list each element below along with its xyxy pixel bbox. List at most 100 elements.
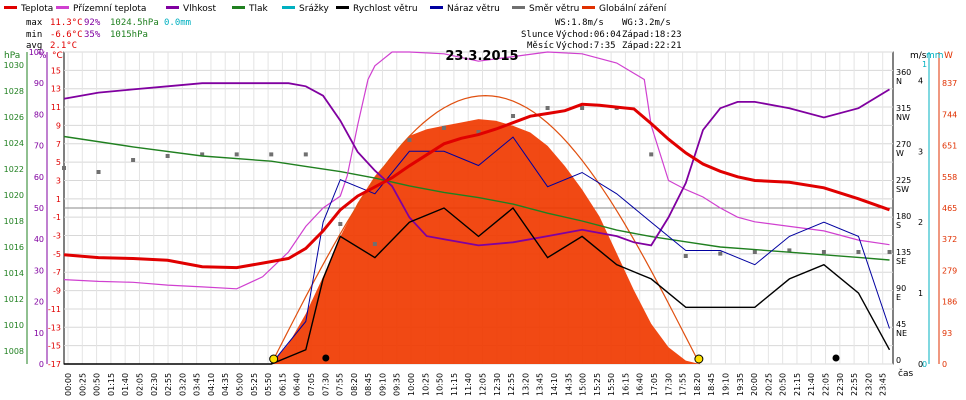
x-tick-label: 07:05 bbox=[307, 373, 316, 396]
wind-direction-point bbox=[441, 126, 446, 130]
hum-tick-label: 60 bbox=[34, 173, 44, 182]
rad-tick-label: 651 bbox=[942, 142, 957, 151]
stat-value: 1015hPa bbox=[110, 30, 148, 40]
rad-tick-label: 465 bbox=[942, 204, 957, 213]
rad-tick-label: 279 bbox=[942, 266, 957, 275]
chart-title: 23.3.2015 bbox=[445, 49, 518, 64]
x-tick-label: 00:50 bbox=[93, 373, 102, 396]
legend-label: Náraz větru bbox=[447, 4, 500, 14]
wind-direction-point bbox=[821, 250, 826, 254]
press-tick-label: 1030 bbox=[4, 61, 24, 70]
wind-direction-point bbox=[545, 106, 550, 110]
stat-value: avg bbox=[26, 41, 42, 51]
hum-tick-label: 0 bbox=[39, 360, 44, 369]
moonrise-icon bbox=[322, 354, 330, 362]
dir-tick-label: 180 bbox=[896, 212, 911, 221]
legend-swatch bbox=[56, 6, 69, 9]
press-tick-label: 1016 bbox=[4, 243, 24, 252]
rad-tick-label: 372 bbox=[942, 235, 957, 244]
unit-w: W bbox=[944, 51, 953, 61]
wind-direction-point bbox=[165, 154, 170, 158]
radiation-theoretical-line bbox=[270, 94, 701, 365]
x-tick-label: 04:35 bbox=[221, 373, 230, 396]
press-tick-label: 1008 bbox=[4, 347, 24, 356]
stat-value: Západ:22:21 bbox=[622, 41, 682, 51]
x-tick-label: 13:20 bbox=[521, 373, 530, 396]
temp-tick-label: -11 bbox=[48, 305, 61, 314]
stat-value: Západ:18:23 bbox=[622, 30, 682, 40]
wind-direction-point bbox=[200, 152, 205, 157]
rad-tick-label: 837 bbox=[942, 79, 957, 88]
x-tick-label: 19:35 bbox=[736, 373, 745, 396]
temp-tick-label: 11 bbox=[51, 103, 61, 112]
dir-tick-label: NE bbox=[896, 329, 907, 338]
dir-tick-label: 270 bbox=[896, 140, 911, 149]
press-tick-label: 1014 bbox=[4, 269, 24, 278]
x-tick-label: 07:55 bbox=[336, 373, 345, 396]
hum-tick-label: 20 bbox=[34, 298, 44, 307]
hum-tick-label: 40 bbox=[34, 235, 44, 244]
legend-swatch bbox=[166, 6, 179, 9]
wind-direction-point bbox=[752, 250, 757, 254]
wind-tick-label: 4 bbox=[918, 76, 923, 85]
wind-direction-point bbox=[511, 114, 516, 118]
temp-tick-label: 9 bbox=[56, 121, 61, 130]
x-tick-label: 12:55 bbox=[507, 373, 516, 396]
x-tick-label: 22:30 bbox=[836, 373, 845, 396]
stat-value: Východ:7:35 bbox=[556, 41, 616, 51]
temp-tick-label: 1 bbox=[56, 195, 61, 204]
temp-tick-label: 5 bbox=[56, 158, 61, 167]
wind-direction-point bbox=[718, 251, 723, 256]
rad-tick-label: 186 bbox=[942, 298, 957, 307]
temp-tick-label: -13 bbox=[48, 323, 61, 332]
hum-tick-label: 70 bbox=[34, 142, 44, 151]
wind-direction-point bbox=[856, 250, 861, 254]
x-tick-label: 17:05 bbox=[650, 373, 659, 396]
x-tick-label: 14:10 bbox=[550, 373, 559, 396]
x-tick-label: 16:40 bbox=[636, 373, 645, 396]
wind-direction-point bbox=[303, 152, 308, 157]
rain-tick-label: 1 bbox=[922, 60, 927, 69]
stats-block: max 11.3°C 92% 1024.5hPa 0.0mm min -6.6°C 35% 10… bbox=[26, 18, 682, 51]
temp-tick-label: -1 bbox=[53, 213, 61, 222]
rad-tick-label: 0 bbox=[942, 360, 947, 369]
x-tick-label: 07:30 bbox=[321, 373, 330, 396]
x-tick-label: 06:40 bbox=[293, 373, 302, 396]
stat-value: -6.6°C bbox=[50, 30, 83, 40]
wind-direction-point bbox=[338, 222, 343, 226]
unit-hpa: hPa bbox=[4, 51, 20, 61]
x-tick-label: 00:25 bbox=[78, 373, 87, 396]
hum-tick-label: 100 bbox=[29, 48, 44, 57]
stat-value: 0.0mm bbox=[164, 18, 191, 28]
press-tick-label: 1010 bbox=[4, 321, 24, 330]
wind-direction-point bbox=[269, 152, 274, 157]
x-tick-label: 05:25 bbox=[250, 373, 259, 396]
x-tick-label: 10:00 bbox=[407, 373, 416, 396]
x-tick-label: 21:15 bbox=[793, 373, 802, 396]
temp-tick-label: -9 bbox=[53, 287, 61, 296]
x-tick-label: 02:30 bbox=[150, 373, 159, 396]
ground-temp-line bbox=[63, 51, 890, 290]
dir-tick-label: 0 bbox=[896, 356, 901, 365]
x-tick-label: 17:30 bbox=[664, 373, 673, 396]
stat-value: 92% bbox=[84, 18, 101, 28]
dir-tick-label: 135 bbox=[896, 248, 911, 257]
x-tick-label: 20:25 bbox=[764, 373, 773, 396]
sunset-icon bbox=[694, 354, 704, 364]
wind-direction-point bbox=[234, 152, 239, 157]
unit-degc: °C bbox=[52, 51, 63, 61]
x-tick-label: 01:15 bbox=[107, 373, 116, 396]
wind-direction-point bbox=[683, 254, 688, 258]
x-tick-label: 10:50 bbox=[436, 373, 445, 396]
unit-ms: m/s bbox=[910, 51, 927, 61]
press-tick-label: 1012 bbox=[4, 295, 24, 304]
rad-tick-label: 744 bbox=[942, 110, 957, 119]
legend-swatch bbox=[336, 6, 349, 9]
press-tick-label: 1020 bbox=[4, 191, 24, 200]
unit-mm: mm bbox=[926, 51, 944, 61]
temp-tick-label: -3 bbox=[53, 232, 61, 241]
stat-value: 1024.5hPa bbox=[110, 18, 159, 28]
wind-tick-label: 0 bbox=[918, 360, 923, 369]
legend-swatch bbox=[582, 6, 595, 9]
stat-value: 11.3°C bbox=[50, 18, 83, 28]
